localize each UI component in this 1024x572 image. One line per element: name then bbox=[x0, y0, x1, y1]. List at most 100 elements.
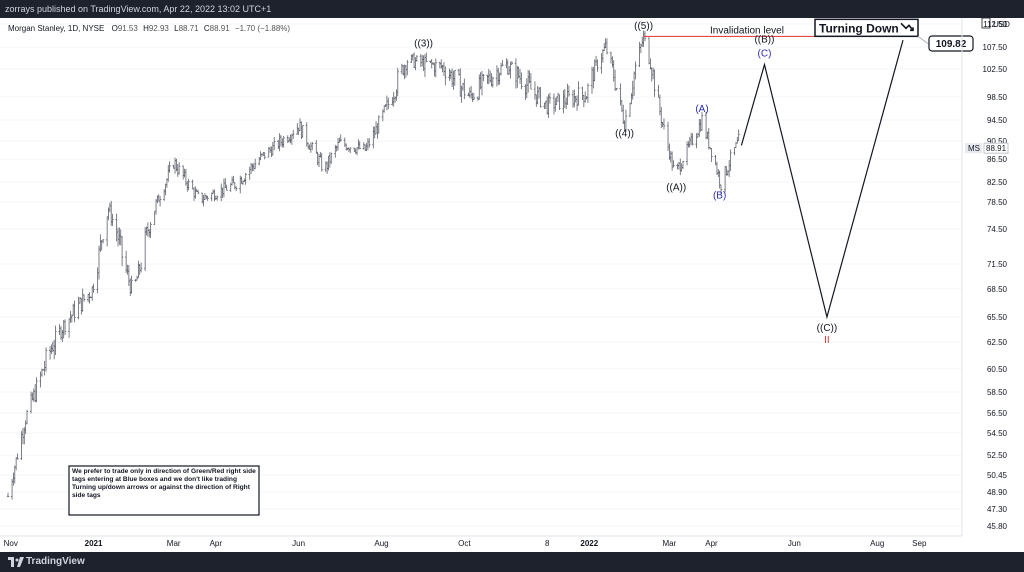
ohlc-bar bbox=[700, 111, 704, 131]
ohlc-bar bbox=[196, 189, 200, 195]
ohlc-bar bbox=[704, 111, 708, 140]
ohlc-bar bbox=[459, 68, 462, 97]
ohlc-bar bbox=[149, 222, 152, 238]
y-tick-label: 52.50 bbox=[987, 451, 1008, 460]
wave-label: (A) bbox=[695, 104, 708, 115]
ohlc-bar bbox=[524, 84, 527, 101]
ohlc-bar bbox=[330, 152, 333, 164]
ohlc-bar bbox=[634, 61, 637, 80]
ohlc-bar bbox=[206, 195, 209, 201]
ohlc-bar bbox=[377, 115, 380, 134]
ohlc-bar bbox=[292, 129, 295, 139]
ohlc-bar bbox=[707, 127, 710, 150]
ohlc-bar bbox=[362, 142, 366, 150]
ohlc-bar bbox=[564, 97, 568, 110]
footer-brand: TradingView bbox=[26, 556, 85, 567]
footer-bar: TradingView bbox=[0, 552, 1024, 572]
ohlc-bar bbox=[566, 83, 569, 105]
ohlc-bar bbox=[679, 158, 682, 176]
ohlc-bar bbox=[339, 134, 342, 142]
y-tick-label: 78.50 bbox=[987, 198, 1008, 207]
invalidation-label: Invalidation level bbox=[710, 25, 784, 36]
ohlc-bar bbox=[164, 183, 167, 196]
ohlc-bar bbox=[32, 388, 36, 402]
x-tick-label: Jun bbox=[788, 539, 801, 548]
ohlc-bar bbox=[554, 98, 557, 112]
ohlc-bar bbox=[138, 263, 141, 276]
y-tick-label: 48.90 bbox=[987, 488, 1008, 497]
ohlc-bar bbox=[622, 104, 625, 125]
ohlc-bar bbox=[16, 453, 19, 460]
ohlc-bar bbox=[6, 492, 10, 498]
ohlc-bar bbox=[567, 85, 571, 97]
close-value: 88.91 bbox=[210, 24, 231, 33]
ohlc-bar bbox=[672, 160, 675, 168]
ohlc-bar bbox=[300, 121, 303, 139]
ohlc-bar bbox=[468, 87, 471, 98]
ohlc-bar bbox=[689, 132, 693, 145]
ohlc-bar bbox=[601, 49, 605, 63]
ohlc-bar bbox=[384, 104, 387, 107]
turning-down-arrow-icon bbox=[900, 22, 914, 32]
x-axis[interactable]: Nov 2021 Mar Apr Jun Aug Oct 8 2022 Mar Apr Jun Aug S… bbox=[0, 535, 962, 548]
ohlc-bar bbox=[387, 97, 390, 110]
ohlc-bar bbox=[271, 141, 275, 156]
ohlc-bar bbox=[311, 141, 314, 151]
price-tag: MS 88.91 bbox=[965, 142, 1009, 154]
ohlc-bar bbox=[167, 164, 170, 182]
y-tick-label: 98.50 bbox=[987, 93, 1008, 102]
ohlc-bar bbox=[305, 122, 308, 147]
ohlc-bar bbox=[395, 89, 398, 101]
ohlc-bar bbox=[319, 152, 322, 158]
price-chart[interactable]: Invalidation level ((3))((5))I((4))((A))… bbox=[0, 18, 1024, 552]
ohlc-bar bbox=[281, 138, 284, 148]
ohlc-bar bbox=[168, 161, 171, 173]
ohlc-bar bbox=[127, 265, 131, 286]
ohlc-bar bbox=[153, 210, 156, 225]
ohlc-bar bbox=[213, 189, 216, 202]
ohlc-bar bbox=[558, 94, 561, 110]
y-axis[interactable]: 45.80 47.30 48.90 50.45 52.50 54.50 56.50 58.50… bbox=[961, 18, 1010, 536]
ohlc-bar bbox=[498, 72, 501, 85]
x-tick-label: 8 bbox=[545, 539, 550, 548]
ohlc-bar bbox=[115, 213, 118, 242]
ohlc-bar bbox=[632, 71, 636, 97]
ohlc-bar bbox=[336, 138, 340, 151]
ohlc-bar bbox=[450, 68, 454, 87]
ohlc-bar bbox=[192, 187, 196, 201]
ohlc-bar bbox=[547, 94, 550, 119]
ohlc-bar bbox=[520, 72, 523, 90]
ohlc-bar bbox=[253, 158, 257, 169]
ohlc-bar bbox=[440, 59, 443, 69]
ohlc-bar bbox=[120, 236, 124, 267]
ohlc-bar bbox=[719, 184, 723, 194]
ohlc-bar bbox=[54, 325, 57, 356]
ohlc-bar bbox=[306, 142, 310, 150]
wave-label: ((B)) bbox=[754, 35, 774, 46]
x-tick-label: Nov bbox=[4, 539, 18, 548]
ohlc-bar bbox=[252, 163, 256, 171]
y-tick-label: 86.50 bbox=[987, 155, 1008, 164]
ohlc-bar bbox=[58, 324, 61, 335]
x-tick-label: Aug bbox=[374, 539, 388, 548]
ohlc-bar bbox=[392, 91, 395, 107]
ohlc-bar bbox=[233, 182, 237, 190]
ohlc-bar bbox=[111, 213, 114, 226]
price-tag-value: 88.91 bbox=[986, 144, 1007, 153]
y-tick-label: 58.50 bbox=[987, 388, 1008, 397]
ohlc-bar bbox=[43, 360, 46, 376]
ohlc-bar bbox=[453, 70, 457, 86]
ohlc-bar bbox=[126, 264, 129, 275]
ohlc-bar bbox=[297, 127, 300, 136]
high-value: 92.93 bbox=[149, 24, 170, 33]
ohlc-bar bbox=[173, 157, 177, 174]
ohlc-bar bbox=[431, 62, 435, 65]
y-axis-ticks: 45.80 47.30 48.90 50.45 52.50 54.50 56.50 58.50… bbox=[983, 20, 1008, 531]
ohlc-bar bbox=[48, 346, 52, 360]
ohlc-bar bbox=[696, 132, 700, 138]
ohlc-bar bbox=[403, 64, 406, 80]
ohlc-bar bbox=[676, 163, 679, 170]
ohlc-bar bbox=[39, 371, 42, 388]
ohlc-bar bbox=[669, 151, 672, 163]
ohlc-bar bbox=[177, 161, 181, 175]
